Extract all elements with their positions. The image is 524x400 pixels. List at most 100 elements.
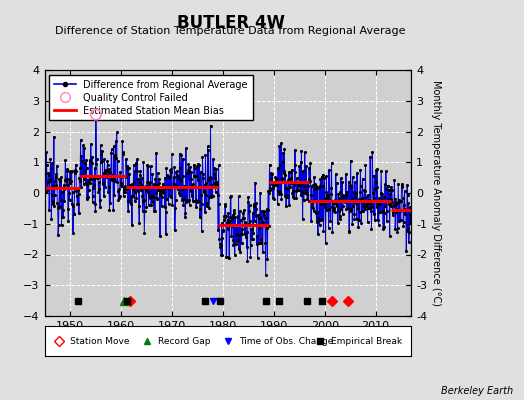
Point xyxy=(363,198,371,204)
Point xyxy=(352,200,360,206)
Point xyxy=(324,194,332,200)
Point xyxy=(117,182,126,189)
Point xyxy=(343,188,352,195)
Point xyxy=(274,165,282,172)
Point xyxy=(104,162,112,168)
Point xyxy=(41,188,50,194)
Point xyxy=(141,185,149,192)
Point xyxy=(327,185,335,191)
Point xyxy=(244,194,253,200)
Point xyxy=(384,196,392,202)
Point xyxy=(206,122,215,129)
Point xyxy=(299,197,308,204)
Point xyxy=(319,182,327,189)
Point xyxy=(249,230,258,236)
Point xyxy=(170,180,178,187)
Point xyxy=(215,200,223,207)
Point xyxy=(212,180,221,186)
Point xyxy=(156,186,165,193)
Point xyxy=(48,160,57,166)
Point xyxy=(217,251,225,258)
Point xyxy=(162,195,171,202)
Point xyxy=(106,176,115,182)
Point xyxy=(399,219,408,225)
Text: Station Move: Station Move xyxy=(70,336,130,346)
Point xyxy=(193,173,202,179)
Point xyxy=(106,169,114,175)
Point xyxy=(305,178,314,184)
Point xyxy=(286,169,294,175)
Point xyxy=(388,199,397,205)
Point xyxy=(139,198,147,205)
Point xyxy=(355,209,364,216)
Point xyxy=(243,229,251,235)
Point xyxy=(346,182,354,188)
Point xyxy=(231,252,239,258)
Point xyxy=(198,228,206,235)
Point xyxy=(77,184,85,190)
Point xyxy=(232,231,240,238)
Point xyxy=(288,190,297,196)
Point xyxy=(386,233,394,239)
Point xyxy=(67,178,75,184)
Point xyxy=(356,167,365,173)
Point xyxy=(171,197,180,204)
Point xyxy=(376,201,384,207)
Point xyxy=(146,195,155,201)
Point xyxy=(45,207,53,214)
Point xyxy=(258,208,266,214)
Point xyxy=(81,160,89,166)
Point xyxy=(292,195,300,201)
Y-axis label: Monthly Temperature Anomaly Difference (°C): Monthly Temperature Anomaly Difference (… xyxy=(431,80,442,306)
Point xyxy=(125,171,134,177)
Point xyxy=(294,182,302,188)
Point xyxy=(252,200,260,206)
Point xyxy=(387,184,395,190)
Point xyxy=(366,200,374,206)
Point xyxy=(128,222,136,229)
Point xyxy=(63,168,71,174)
Point xyxy=(362,203,370,210)
Point xyxy=(48,198,57,204)
Point xyxy=(297,192,305,199)
Point xyxy=(165,174,173,180)
Point xyxy=(289,194,297,200)
Point xyxy=(191,172,200,179)
Point xyxy=(243,258,252,264)
Point xyxy=(371,186,379,192)
Point xyxy=(180,183,188,189)
Point xyxy=(276,162,285,168)
Point xyxy=(169,174,178,180)
Point xyxy=(238,226,246,232)
Point xyxy=(169,184,177,190)
Point xyxy=(312,183,320,189)
Point xyxy=(204,147,213,153)
Point xyxy=(241,219,249,225)
Point xyxy=(187,169,195,176)
Point xyxy=(305,176,314,182)
Point xyxy=(94,188,103,195)
Point xyxy=(321,195,329,201)
Point xyxy=(70,211,79,217)
Point xyxy=(178,186,186,192)
Point xyxy=(365,205,374,211)
Point xyxy=(75,210,83,216)
Point xyxy=(337,175,345,182)
Point xyxy=(151,208,159,214)
Point xyxy=(97,158,106,164)
Point xyxy=(174,186,182,192)
Point xyxy=(324,224,333,231)
Point xyxy=(82,180,90,187)
Point xyxy=(259,209,268,215)
Point xyxy=(227,232,235,239)
Point xyxy=(221,214,229,221)
Point xyxy=(279,159,287,166)
Point xyxy=(390,196,399,202)
Point xyxy=(141,187,150,193)
Point xyxy=(129,162,138,168)
Point xyxy=(254,255,262,261)
Point xyxy=(175,190,183,196)
Point xyxy=(157,186,165,192)
Point xyxy=(220,216,228,223)
Point xyxy=(102,167,110,173)
